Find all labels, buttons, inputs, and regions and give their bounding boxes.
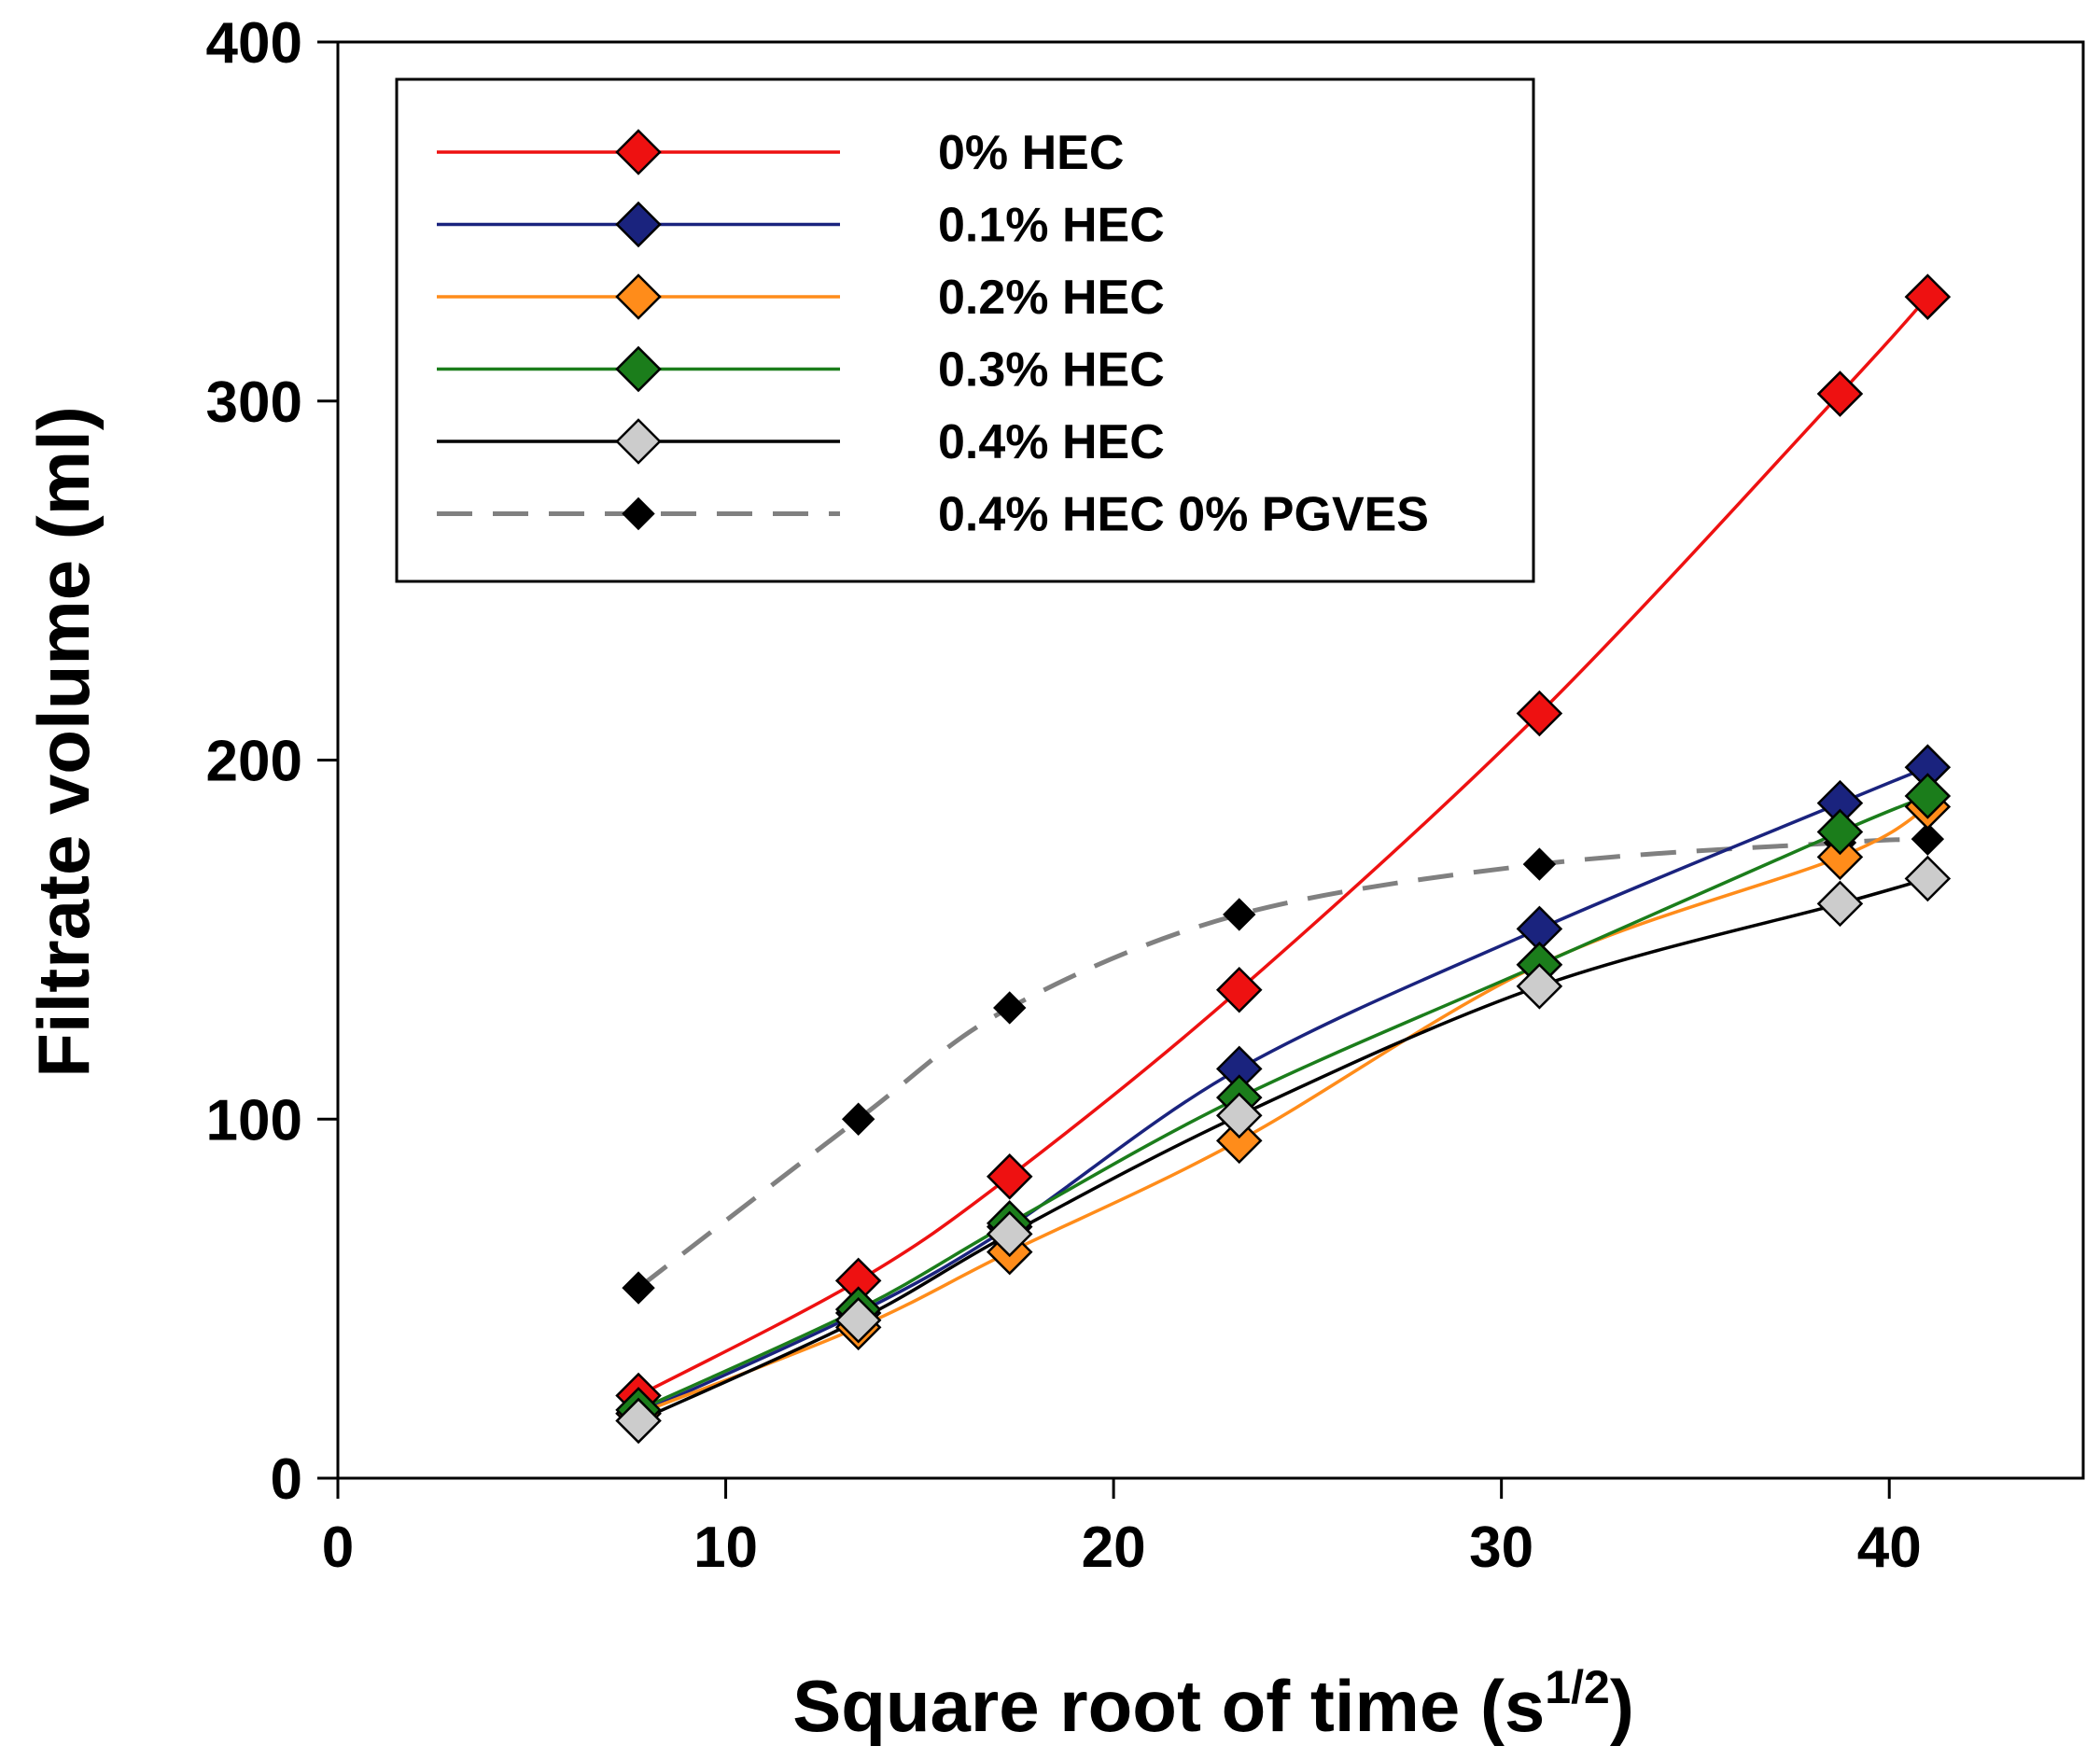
y-tick-label: 300 <box>206 370 302 435</box>
data-point <box>1516 963 1563 1010</box>
legend-item-3: 0.3% HEC <box>437 343 1165 398</box>
data-point <box>841 1102 875 1136</box>
series-layer <box>615 273 1952 1445</box>
data-point <box>1215 966 1263 1013</box>
data-point <box>1522 847 1557 881</box>
data-point <box>1904 855 1952 902</box>
y-tick-label: 200 <box>206 730 302 794</box>
legend-item-1: 0.1% HEC <box>437 199 1165 253</box>
data-point <box>1816 370 1864 417</box>
y-tick-label: 0 <box>271 1447 302 1512</box>
legend-label: 0.2% HEC <box>938 271 1165 325</box>
data-point <box>1904 273 1952 320</box>
legend-item-0: 0% HEC <box>437 126 1124 180</box>
data-point <box>986 1210 1033 1258</box>
y-tick-label: 400 <box>206 11 302 76</box>
legend-label: 0.4% HEC <box>938 415 1165 469</box>
x-tick-label: 30 <box>1469 1516 1533 1580</box>
x-axis-title-superscript: 1/2 <box>1545 1661 1610 1713</box>
x-tick-label: 10 <box>693 1516 758 1580</box>
data-point <box>615 1397 662 1445</box>
x-tick-label: 40 <box>1857 1516 1922 1580</box>
legend-label: 0.1% HEC <box>938 199 1165 253</box>
legend: 0% HEC 0.1% HEC 0.2% HEC 0.3% HEC 0.4% HEC 0.… <box>395 77 1535 583</box>
legend-label: 0% HEC <box>938 126 1124 180</box>
data-point <box>834 1296 882 1344</box>
x-axis-title-close: ) <box>1610 1665 1634 1747</box>
legend-marker <box>615 273 662 320</box>
x-tick-label: 20 <box>1082 1516 1146 1580</box>
y-tick-label: 100 <box>206 1088 302 1152</box>
legend-box <box>395 77 1535 583</box>
y-axis-title: Filtrate volume (ml) <box>22 406 105 1077</box>
axis-labels: Square root of time (s1/2) Filtrate volu… <box>22 406 1634 1747</box>
legend-label: 0.3% HEC <box>938 343 1165 398</box>
data-point <box>1904 773 1952 819</box>
x-axis-title-text: Square root of time (s <box>792 1665 1545 1747</box>
data-point <box>1215 1117 1263 1165</box>
data-point <box>1911 822 1945 856</box>
data-point <box>1223 898 1256 931</box>
data-point <box>1816 880 1864 928</box>
data-point <box>1816 833 1864 881</box>
data-point <box>1816 808 1864 856</box>
legend-marker <box>615 418 662 465</box>
data-point <box>986 1153 1033 1200</box>
legend-marker <box>615 345 662 393</box>
legend-marker <box>615 129 662 175</box>
series-markers-4 <box>615 855 1952 1445</box>
data-point <box>1215 1092 1263 1139</box>
legend-item-4: 0.4% HEC <box>437 415 1165 469</box>
legend-item-2: 0.2% HEC <box>437 271 1165 325</box>
legend-marker <box>615 201 662 248</box>
legend-label: 0.4% HEC 0% PGVES <box>938 488 1429 542</box>
x-axis-title: Square root of time (s1/2) <box>792 1661 1634 1747</box>
x-tick-label: 0 <box>322 1516 354 1580</box>
data-point <box>622 1271 655 1305</box>
legend-item-5: 0.4% HEC 0% PGVES <box>437 488 1429 542</box>
legend-marker <box>622 496 655 531</box>
data-point <box>1516 690 1563 737</box>
data-point <box>993 991 1027 1025</box>
